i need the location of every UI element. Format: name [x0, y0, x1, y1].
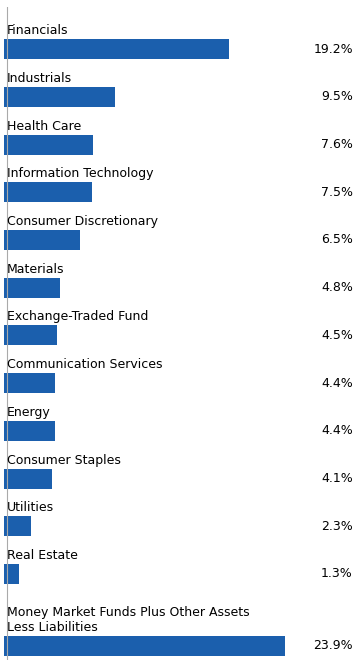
Text: 1.3%: 1.3% — [321, 568, 353, 580]
Text: Information Technology: Information Technology — [7, 167, 154, 180]
Text: 4.1%: 4.1% — [321, 472, 353, 485]
Text: 4.5%: 4.5% — [321, 329, 353, 342]
Text: 2.3%: 2.3% — [321, 520, 353, 533]
Bar — [4, 277, 60, 297]
Bar — [4, 636, 285, 656]
Text: Materials: Materials — [7, 263, 65, 275]
Text: 7.6%: 7.6% — [321, 138, 353, 151]
Text: Energy: Energy — [7, 406, 51, 419]
Bar — [4, 325, 57, 346]
Text: 7.5%: 7.5% — [321, 186, 353, 199]
Text: Industrials: Industrials — [7, 72, 72, 85]
Bar — [4, 373, 55, 393]
Bar — [4, 564, 19, 584]
Bar — [4, 230, 80, 250]
Text: 4.4%: 4.4% — [321, 377, 353, 390]
Bar — [4, 421, 55, 441]
Text: Exchange-Traded Fund: Exchange-Traded Fund — [7, 310, 149, 323]
Bar — [4, 468, 52, 488]
Bar — [4, 87, 115, 107]
Bar — [4, 39, 229, 59]
Text: 4.8%: 4.8% — [321, 281, 353, 294]
Text: Consumer Discretionary: Consumer Discretionary — [7, 215, 158, 228]
Text: 23.9%: 23.9% — [313, 639, 353, 652]
Text: Health Care: Health Care — [7, 119, 81, 133]
Text: Money Market Funds Plus Other Assets
Less Liabilities: Money Market Funds Plus Other Assets Les… — [7, 606, 250, 634]
Text: Financials: Financials — [7, 24, 69, 37]
Text: Utilities: Utilities — [7, 502, 54, 514]
Text: 6.5%: 6.5% — [321, 233, 353, 247]
Text: 19.2%: 19.2% — [313, 43, 353, 55]
Text: 4.4%: 4.4% — [321, 424, 353, 438]
Bar — [4, 516, 31, 536]
Text: 9.5%: 9.5% — [321, 90, 353, 103]
Text: Communication Services: Communication Services — [7, 358, 163, 372]
Text: Consumer Staples: Consumer Staples — [7, 454, 121, 467]
Text: Real Estate: Real Estate — [7, 549, 78, 562]
Bar — [4, 182, 92, 202]
Bar — [4, 135, 93, 155]
